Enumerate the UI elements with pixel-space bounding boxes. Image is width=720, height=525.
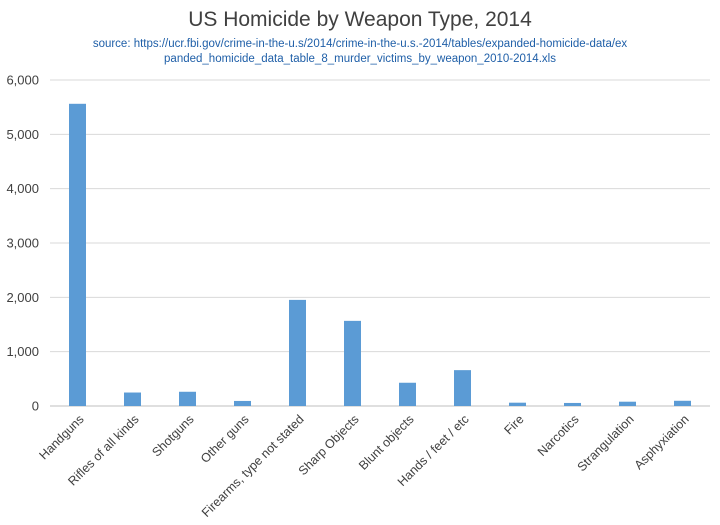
bar (289, 299, 306, 406)
x-tick-label: Blunt objects (356, 412, 417, 473)
y-tick-label: 2,000 (6, 290, 39, 305)
y-tick-label: 4,000 (6, 181, 39, 196)
x-tick-label: Narcotics (535, 412, 582, 459)
bar (124, 392, 141, 406)
bar (509, 402, 526, 406)
x-tick-label: Strangulation (575, 412, 637, 474)
bar (454, 370, 471, 406)
bar (344, 320, 361, 406)
chart-title: US Homicide by Weapon Type, 2014 (188, 8, 532, 31)
bar (564, 402, 581, 406)
y-tick-label: 0 (32, 399, 39, 414)
y-tick-label: 6,000 (6, 73, 39, 88)
bar (399, 382, 416, 406)
bar (179, 391, 196, 406)
x-tick-label: Firearms, type not stated (199, 412, 307, 520)
x-tick-label: Shotguns (149, 412, 196, 459)
x-tick-label: Fire (501, 412, 526, 437)
chart-subtitle: source: https://ucr.fbi.gov/crime-in-the… (92, 38, 628, 65)
y-tick-label: 3,000 (6, 236, 39, 251)
x-tick-label: Handguns (36, 412, 86, 462)
bar (69, 103, 86, 406)
x-tick-label: Asphyxiation (632, 412, 692, 472)
bar (674, 400, 691, 406)
bar (619, 401, 636, 406)
bar (234, 400, 251, 406)
y-tick-label: 1,000 (6, 344, 39, 359)
x-tick-label: Other guns (198, 412, 252, 466)
y-tick-label: 5,000 (6, 127, 39, 142)
